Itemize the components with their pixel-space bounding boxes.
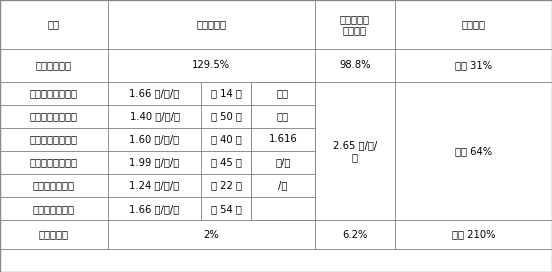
Text: 对比效果: 对比效果 xyxy=(461,20,485,29)
Text: 妊娠中期日粮成本: 妊娠中期日粮成本 xyxy=(30,134,78,144)
Text: 元/只: 元/只 xyxy=(275,157,290,168)
Bar xyxy=(0,0,108,49)
Text: 2.65 元/只/
日: 2.65 元/只/ 日 xyxy=(332,140,377,162)
Text: 妊娠后期日粮成本: 妊娠后期日粮成本 xyxy=(30,157,78,168)
Text: 普通饲料及
饲喂方法: 普通饲料及 饲喂方法 xyxy=(339,14,370,35)
Text: 疾病发生率: 疾病发生率 xyxy=(39,230,69,240)
Text: 2%: 2% xyxy=(203,230,219,240)
Bar xyxy=(0,249,552,272)
Text: 围产期日粮成本: 围产期日粮成本 xyxy=(33,181,75,191)
Bar xyxy=(0,105,108,128)
Bar xyxy=(315,0,395,49)
Bar xyxy=(201,174,251,197)
Text: 共 54 天: 共 54 天 xyxy=(211,204,242,214)
Bar xyxy=(108,174,201,197)
Text: 1.616: 1.616 xyxy=(268,134,298,144)
Text: 1.40 元/只/日: 1.40 元/只/日 xyxy=(130,111,179,121)
Bar xyxy=(108,151,201,174)
Text: 配种期前日粮成本: 配种期前日粮成本 xyxy=(30,88,78,98)
Text: 妊娠前期日粮成本: 妊娠前期日粮成本 xyxy=(30,111,78,121)
Bar xyxy=(0,128,108,151)
Text: 1.60 元/只/日: 1.60 元/只/日 xyxy=(130,134,179,144)
Bar xyxy=(0,49,108,82)
Bar xyxy=(315,82,395,220)
Text: 本发明方法: 本发明方法 xyxy=(196,20,226,29)
Text: 共 22 天: 共 22 天 xyxy=(211,181,242,191)
Bar xyxy=(395,82,552,220)
Bar xyxy=(395,0,552,49)
Bar xyxy=(108,220,315,249)
Text: 降低 210%: 降低 210% xyxy=(452,230,495,240)
Text: 共 40 天: 共 40 天 xyxy=(211,134,242,144)
Bar xyxy=(108,105,201,128)
Bar xyxy=(108,0,315,49)
Bar xyxy=(0,151,108,174)
Bar xyxy=(251,128,315,151)
Bar xyxy=(395,220,552,249)
Bar xyxy=(201,105,251,128)
Bar xyxy=(108,49,315,82)
Bar xyxy=(108,82,201,105)
Text: 共 45 天: 共 45 天 xyxy=(211,157,242,168)
Text: 降低 64%: 降低 64% xyxy=(455,146,492,156)
Text: 1.24 元/只/日: 1.24 元/只/日 xyxy=(130,181,179,191)
Bar xyxy=(315,220,395,249)
Bar xyxy=(0,220,108,249)
Bar xyxy=(0,174,108,197)
Text: 1.66 元/只/日: 1.66 元/只/日 xyxy=(129,204,180,214)
Bar xyxy=(251,151,315,174)
Text: 1.66 元/只/日: 1.66 元/只/日 xyxy=(129,88,180,98)
Bar xyxy=(251,174,315,197)
Bar xyxy=(315,49,395,82)
Bar xyxy=(395,49,552,82)
Text: 提高 31%: 提高 31% xyxy=(455,60,492,70)
Bar xyxy=(0,197,108,220)
Bar xyxy=(251,82,315,105)
Bar xyxy=(251,197,315,220)
Text: 98.8%: 98.8% xyxy=(339,60,370,70)
Text: 129.5%: 129.5% xyxy=(192,60,230,70)
Bar xyxy=(251,82,315,220)
Bar xyxy=(108,128,201,151)
Bar xyxy=(251,105,315,128)
Text: 共 14 天: 共 14 天 xyxy=(211,88,242,98)
Text: 平均: 平均 xyxy=(277,111,289,121)
Text: 6.2%: 6.2% xyxy=(342,230,367,240)
Text: 平均繁殖效率: 平均繁殖效率 xyxy=(36,60,72,70)
Bar xyxy=(201,151,251,174)
Bar xyxy=(201,82,251,105)
Text: 加权: 加权 xyxy=(277,88,289,98)
Text: 共 50 天: 共 50 天 xyxy=(211,111,242,121)
Text: /日: /日 xyxy=(278,181,288,191)
Text: 1.99 元/只/日: 1.99 元/只/日 xyxy=(129,157,180,168)
Bar xyxy=(201,128,251,151)
Bar xyxy=(201,197,251,220)
Bar xyxy=(108,197,201,220)
Text: 指标: 指标 xyxy=(48,20,60,29)
Bar xyxy=(0,82,108,105)
Text: 常乳期日粮成本: 常乳期日粮成本 xyxy=(33,204,75,214)
